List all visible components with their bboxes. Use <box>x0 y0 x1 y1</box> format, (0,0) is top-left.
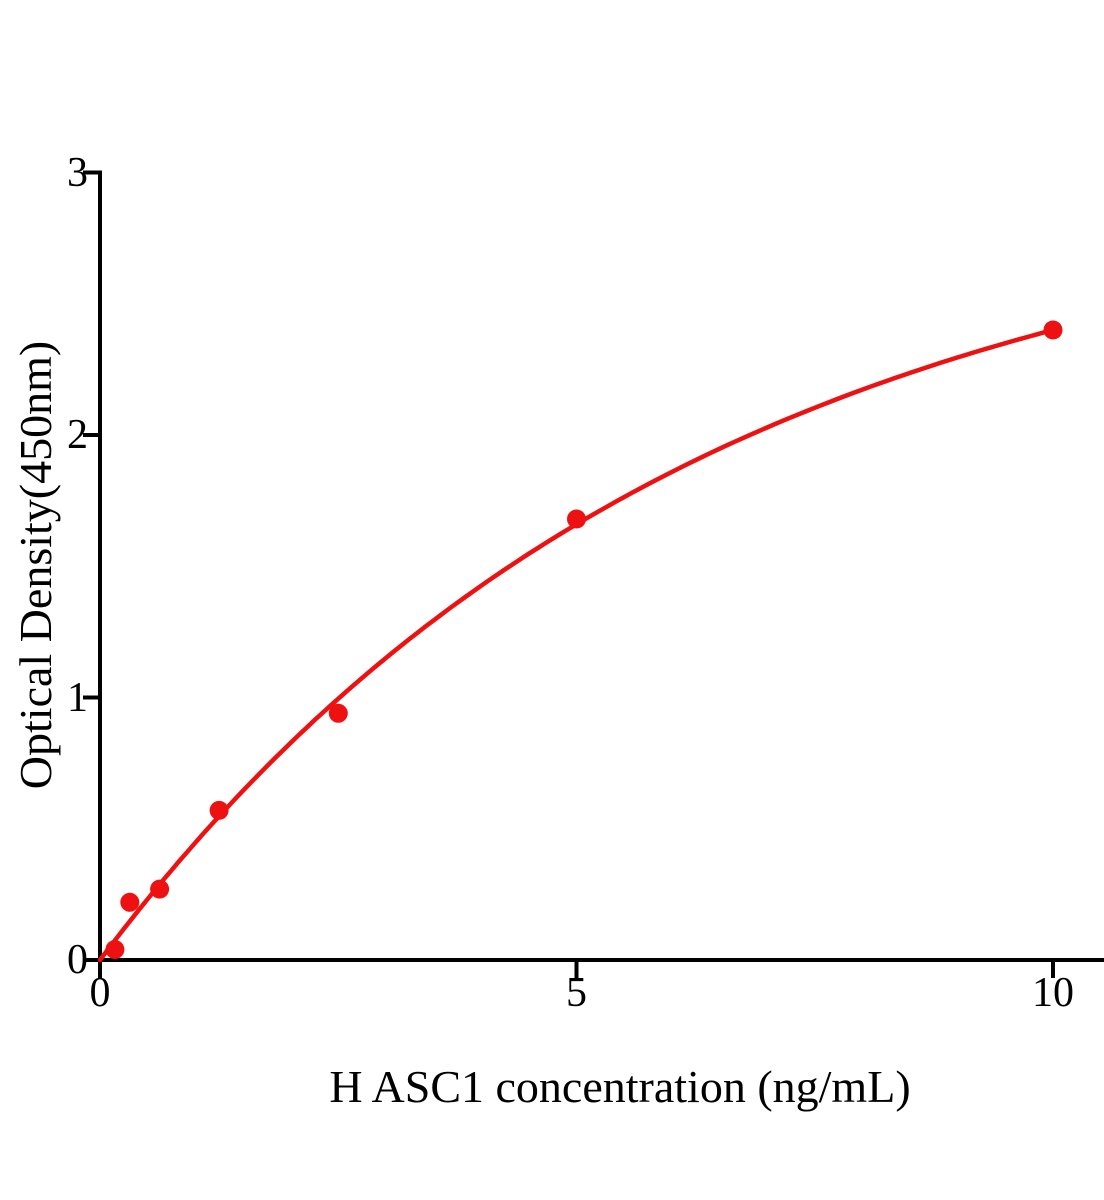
data-point <box>105 940 125 959</box>
x-tick-label: 0 <box>89 970 111 1016</box>
x-tick-label: 5 <box>566 970 587 1016</box>
x-axis-title: H ASC1 concentration (ng/mL) <box>329 1061 911 1112</box>
fit-curve <box>97 327 1056 963</box>
y-axis-title: Optical Density(450nm) <box>10 340 61 790</box>
y-tick-label: 0 <box>67 937 88 983</box>
data-point <box>209 800 229 820</box>
y-tick-label: 3 <box>67 149 88 196</box>
y-tick-label: 1 <box>67 674 88 721</box>
data-point <box>150 879 170 899</box>
data-point <box>120 892 140 912</box>
data-point <box>1043 320 1063 340</box>
data-point <box>567 509 586 529</box>
x-tick-label: 10 <box>1032 970 1074 1016</box>
y-tick-label: 2 <box>67 412 88 458</box>
data-point <box>328 703 348 723</box>
